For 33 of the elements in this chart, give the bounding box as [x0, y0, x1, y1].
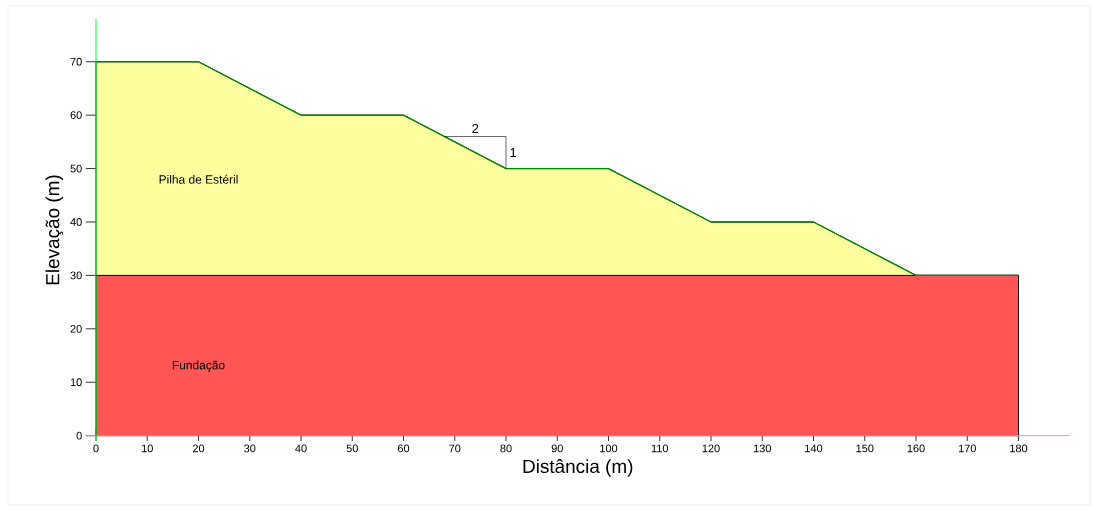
x-tick-label: 150: [856, 444, 874, 453]
x-axis-title: Distância (m): [523, 459, 633, 477]
x-tick-label: 140: [805, 444, 823, 453]
x-tick-label: 160: [907, 444, 925, 453]
x-tick-label: 80: [500, 444, 512, 453]
x-tick-label: 90: [551, 444, 563, 453]
series-label: Pilha de Estéril: [159, 174, 238, 184]
x-tick-label: 180: [1010, 444, 1028, 453]
series-label: Fundação: [172, 360, 225, 372]
y-tick-label: 70: [70, 57, 82, 66]
x-tick-label: 120: [702, 444, 720, 453]
x-tick-label: 10: [141, 444, 153, 453]
y-axis-title: Elevação (m): [45, 175, 64, 285]
annotation: 2: [472, 123, 479, 133]
y-tick-label: 60: [70, 111, 82, 120]
y-tick-label: 40: [70, 218, 82, 226]
y-tick-label: 0: [76, 431, 82, 440]
y-tick-label: 10: [70, 378, 82, 387]
x-tick-label: 20: [192, 444, 205, 453]
x-tick-label: 40: [295, 444, 307, 453]
x-tick-label: 0: [93, 444, 99, 453]
y-tick-label: 20: [70, 324, 82, 333]
x-tick-label: 100: [600, 444, 618, 453]
x-tick-label: 60: [397, 444, 410, 453]
x-tick-label: 70: [449, 444, 461, 453]
annotation: 1: [510, 148, 517, 157]
x-tick-label: 50: [346, 444, 358, 453]
x-tick-label: 110: [651, 444, 669, 453]
x-tick-label: 30: [244, 444, 256, 453]
y-tick-label: 30: [70, 271, 82, 280]
x-tick-label: 130: [753, 444, 771, 453]
x-tick-label: 170: [958, 444, 976, 453]
y-tick-label: 50: [70, 164, 82, 173]
